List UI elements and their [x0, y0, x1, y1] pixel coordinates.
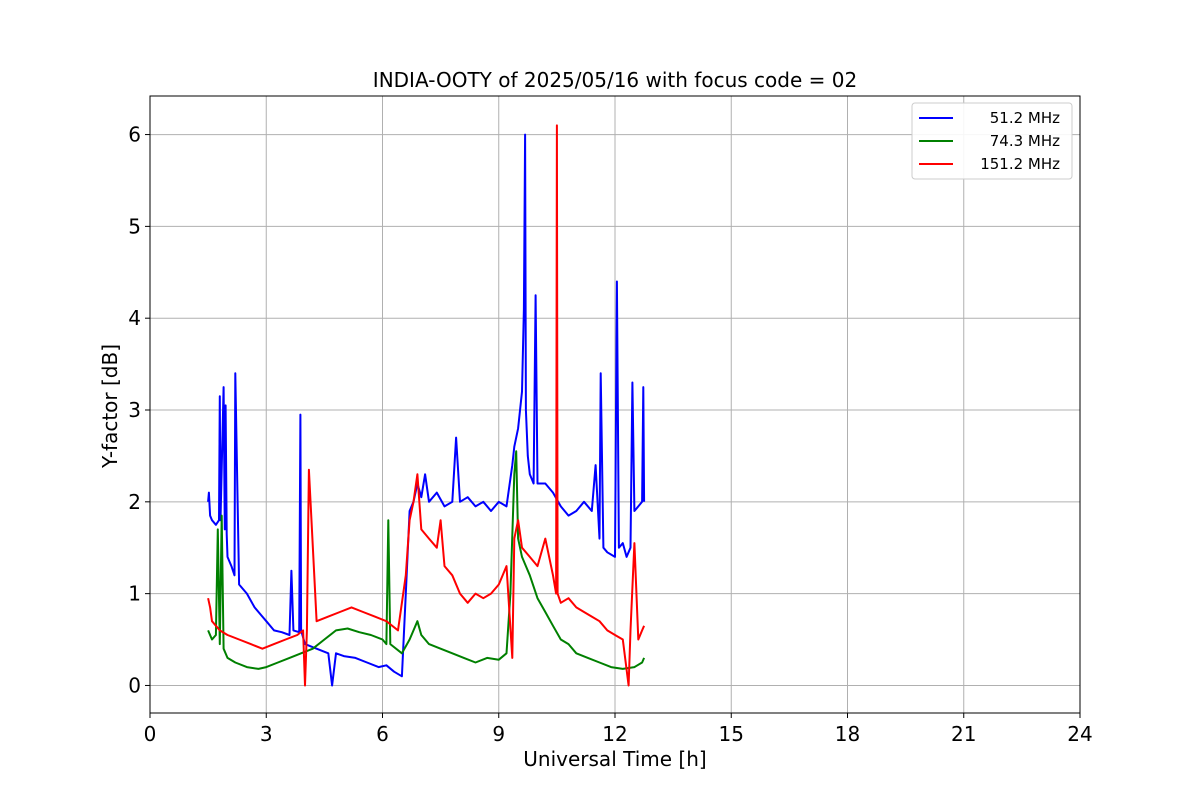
legend-box [911, 102, 1073, 180]
legend-label: 151.2 MHz [980, 155, 1060, 173]
y-tick-label: 5 [128, 214, 141, 238]
x-tick-label: 21 [951, 722, 976, 746]
y-tick-label: 6 [128, 123, 141, 147]
y-tick-label: 3 [128, 398, 141, 422]
series-line-74-3-mhz [207, 450, 646, 670]
x-tick-label: 24 [1067, 722, 1092, 746]
data-series [207, 124, 646, 687]
x-tick-label: 9 [492, 722, 505, 746]
legend: 51.2 MHz 74.3 MHz 151.2 MHz [911, 102, 1073, 180]
legend-label: 74.3 MHz [990, 132, 1060, 150]
x-tick-label: 15 [719, 722, 744, 746]
y-tick-label: 2 [128, 490, 141, 514]
y-tick-label: 4 [128, 306, 141, 330]
x-tick-label: 3 [260, 722, 273, 746]
x-tick-label: 12 [602, 722, 627, 746]
x-tick-label: 0 [144, 722, 157, 746]
x-tick-label: 18 [835, 722, 860, 746]
legend-label: 51.2 MHz [990, 109, 1060, 127]
y-tick-label: 0 [128, 673, 141, 697]
series-line-151-2-mhz [207, 124, 646, 687]
x-axis-label: Universal Time [h] [523, 747, 706, 771]
legend-items: 51.2 MHz 74.3 MHz 151.2 MHz [919, 109, 1060, 173]
y-tick-label: 1 [128, 582, 141, 606]
x-tick-label: 6 [376, 722, 389, 746]
chart-title: INDIA-OOTY of 2025/05/16 with focus code… [373, 68, 857, 92]
y-axis-label: Y-factor [dB] [98, 344, 122, 469]
series-line-51-2-mhz [207, 133, 646, 687]
